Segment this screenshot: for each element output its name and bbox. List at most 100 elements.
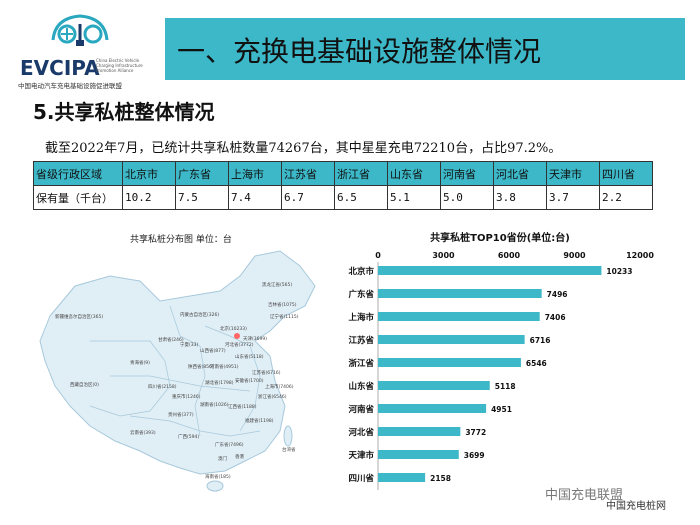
category-label: 广东省 bbox=[348, 289, 374, 300]
table-cell: 7.4 bbox=[228, 185, 282, 210]
watermark-primary: 中国充电联盟 bbox=[545, 488, 624, 503]
table-header-cell: 上海市 bbox=[228, 161, 282, 186]
data-label: 7406 bbox=[545, 313, 566, 322]
map-label: 北京(10233) bbox=[220, 325, 247, 332]
map-border-line bbox=[204, 325, 261, 432]
category-label: 山东省 bbox=[348, 381, 374, 392]
table-cell: 3.8 bbox=[493, 185, 547, 210]
bar bbox=[378, 473, 426, 482]
map-labels: 黑龙江省(565) 吉林省(1075) 新疆维吾尔自治区(365) 内蒙古自治区… bbox=[55, 281, 299, 480]
bar bbox=[378, 381, 490, 390]
china-map-outline bbox=[39, 250, 316, 475]
data-label: 2158 bbox=[430, 474, 451, 483]
data-label: 3772 bbox=[465, 428, 486, 437]
table-header-cell: 河北省 bbox=[493, 161, 547, 186]
map-border-line bbox=[129, 415, 261, 437]
table-header-cell: 河南省 bbox=[440, 161, 494, 186]
logo-chinese-name: 中国电动汽车充电基础设施促进联盟 bbox=[18, 82, 122, 90]
map-label: 贵州省(377) bbox=[168, 411, 194, 418]
title-banner: 一、充换电基础设施整体情况 bbox=[165, 18, 685, 80]
table-row: 保有量（千台） 10.2 7.5 7.4 6.7 6.5 5.1 5.0 3.8… bbox=[33, 185, 653, 210]
map-label: 江苏省(6716) bbox=[252, 369, 281, 376]
data-label: 7496 bbox=[547, 290, 568, 299]
x-tick-label: 9000 bbox=[563, 251, 586, 260]
category-label: 北京市 bbox=[348, 266, 374, 277]
data-label: 6716 bbox=[530, 336, 551, 345]
table-header-cell: 广东省 bbox=[175, 161, 229, 186]
map-label: 福建省(1198) bbox=[245, 417, 274, 424]
map-title: 共享私桩分布图 单位：台 bbox=[130, 235, 232, 245]
section-title: 5.共享私桩整体情况 bbox=[33, 100, 215, 124]
data-label: 3699 bbox=[464, 451, 485, 460]
map-label: 江西省(1188) bbox=[228, 403, 257, 410]
map-label: 香港 bbox=[235, 453, 244, 460]
map-label: 山西省(877) bbox=[200, 347, 226, 354]
map-label: 湖北省(1798) bbox=[205, 379, 234, 386]
table-cell: 5.1 bbox=[387, 185, 441, 210]
category-label: 河北省 bbox=[348, 427, 374, 438]
category-label: 上海市 bbox=[348, 312, 374, 323]
table-header-cell: 四川省 bbox=[599, 161, 653, 186]
table-header-cell: 北京市 bbox=[122, 161, 176, 186]
x-tick-label: 6000 bbox=[498, 251, 521, 260]
logo-wordmark: EVCIPA bbox=[20, 56, 100, 80]
table-header-cell: 天津市 bbox=[546, 161, 600, 186]
slide-header: EVCIPA China Electric Vehicle Charging I… bbox=[0, 0, 700, 92]
logo-english-name: China Electric Vehicle Charging Infrastr… bbox=[96, 58, 143, 73]
table-header-row: 省级行政区域 北京市 广东省 上海市 江苏省 浙江省 山东省 河南省 河北省 天… bbox=[33, 161, 653, 186]
table-header-cell: 省级行政区域 bbox=[33, 161, 123, 186]
map-label: 吉林省(1075) bbox=[268, 301, 297, 308]
category-label: 江苏省 bbox=[348, 335, 374, 346]
map-label: 云南省(393) bbox=[130, 429, 156, 436]
table-cell: 5.0 bbox=[440, 185, 494, 210]
map-label: 天津(3699) bbox=[243, 335, 267, 342]
table-header-cell: 江苏省 bbox=[281, 161, 335, 186]
table-cell: 10.2 bbox=[122, 185, 176, 210]
evcipa-logo: EVCIPA China Electric Vehicle Charging I… bbox=[10, 8, 155, 90]
map-label: 安徽省(1700) bbox=[235, 377, 264, 384]
china-map: 黑龙江省(565) 吉林省(1075) 新疆维吾尔自治区(365) 内蒙古自治区… bbox=[39, 250, 316, 492]
map-label: 四川省(2158) bbox=[148, 383, 177, 390]
map-label: 河南省(4951) bbox=[210, 363, 239, 370]
bar bbox=[378, 266, 602, 275]
bar bbox=[378, 289, 542, 298]
watermark-secondary: 中国充电桩网 bbox=[606, 501, 666, 512]
map-label: 辽宁省(1115) bbox=[270, 313, 299, 320]
bar bbox=[378, 427, 461, 436]
map-label: 陕西省(856) bbox=[188, 363, 214, 370]
beijing-marker bbox=[234, 333, 240, 339]
province-table: 省级行政区域 北京市 广东省 上海市 江苏省 浙江省 山东省 河南省 河北省 天… bbox=[33, 161, 653, 210]
bar bbox=[378, 404, 487, 413]
table-cell: 2.2 bbox=[599, 185, 653, 210]
table-cell: 6.5 bbox=[334, 185, 388, 210]
table-cell: 6.7 bbox=[281, 185, 335, 210]
map-label: 山东省(5118) bbox=[235, 353, 264, 360]
map-label: 澳门 bbox=[218, 455, 227, 462]
data-label: 6546 bbox=[526, 359, 547, 368]
slide-title: 一、充换电基础设施整体情况 bbox=[177, 35, 542, 68]
map-label: 上海市(7406) bbox=[265, 383, 294, 390]
bar bbox=[378, 335, 525, 344]
map-label: 重庆市(1246) bbox=[172, 393, 201, 400]
x-tick-label: 0 bbox=[375, 251, 381, 260]
category-label: 浙江省 bbox=[348, 358, 374, 369]
table-cell: 保有量（千台） bbox=[33, 185, 123, 210]
map-label: 宁夏(33) bbox=[180, 341, 198, 348]
map-label: 新疆维吾尔自治区(365) bbox=[55, 313, 103, 320]
table-cell: 3.7 bbox=[546, 185, 600, 210]
map-label: 海南省(185) bbox=[205, 473, 231, 480]
map-label: 湖南省(1026) bbox=[200, 401, 229, 408]
map-border-line bbox=[169, 305, 206, 437]
map-label: 台湾省 bbox=[282, 446, 296, 453]
table-cell: 7.5 bbox=[175, 185, 229, 210]
data-label: 4951 bbox=[491, 405, 512, 414]
bar bbox=[378, 450, 459, 459]
category-label: 四川省 bbox=[348, 473, 374, 484]
taiwan-shape bbox=[283, 425, 293, 447]
x-tick-label: 12000 bbox=[626, 251, 654, 260]
data-label: 10233 bbox=[606, 267, 632, 276]
category-label: 天津市 bbox=[348, 450, 374, 461]
hainan-shape bbox=[206, 480, 224, 492]
top10-bar-chart: 共享私桩TOP10省份(单位:台) 0 3000 6000 9000 12000 北京市 1… bbox=[348, 231, 654, 490]
map-label: 内蒙古自治区(326) bbox=[180, 311, 219, 318]
